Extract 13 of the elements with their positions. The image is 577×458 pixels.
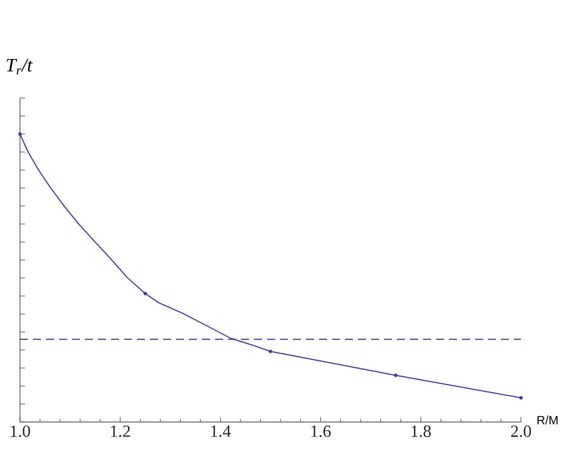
point xyxy=(519,396,523,400)
point xyxy=(394,374,398,378)
x-tick-label: 1.2 xyxy=(111,426,130,438)
x-axis-title: R/M xyxy=(538,416,558,424)
x-tick-label: 1.0 xyxy=(10,426,30,438)
x-tick-label: 1.4 xyxy=(211,426,231,437)
point xyxy=(18,132,22,136)
x-tick-label: 1.8 xyxy=(412,426,431,438)
x-tick-label: 1.6 xyxy=(311,426,331,438)
y-axis-title: T$_{r}$/t xyxy=(6,58,33,74)
point xyxy=(268,350,272,354)
point xyxy=(143,292,148,296)
x-tick-label: 2.0 xyxy=(511,426,531,438)
